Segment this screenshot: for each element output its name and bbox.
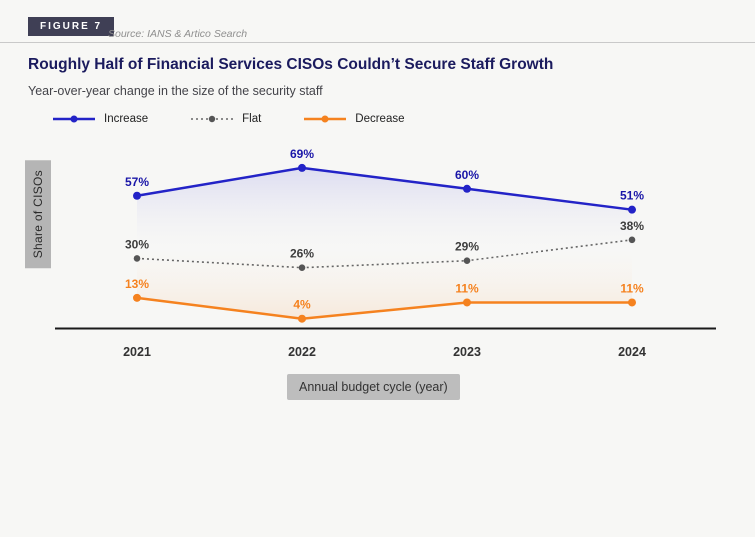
data-point-flat-2023 <box>463 257 471 265</box>
data-point-flat-2022 <box>298 264 306 271</box>
data-point-increase-2022 <box>298 163 306 172</box>
value-label-increase-2021: 57% <box>125 175 149 189</box>
legend-item-decrease: Decrease <box>303 113 405 125</box>
increase-line-icon <box>53 115 95 123</box>
area-fill <box>137 167 632 319</box>
data-point-increase-2023 <box>463 184 471 193</box>
legend-label-decrease: Decrease <box>355 113 405 125</box>
legend-item-flat: Flat <box>190 113 261 125</box>
tick-label-2023: 2023 <box>453 345 481 359</box>
value-label-increase-2022: 69% <box>290 147 314 161</box>
series-line-increase <box>136 166 633 211</box>
value-label-increase-2024: 51% <box>620 189 644 203</box>
data-point-flat-2021 <box>133 255 141 262</box>
page-title: Roughly Half of Financial Services CISOs… <box>28 56 554 73</box>
figure-badge: Figure 7 <box>28 17 115 36</box>
source-text: Source: IANS & Artico Search <box>108 28 248 40</box>
x-axis-label: Annual budget cycle (year) <box>287 374 460 400</box>
series-line-decrease <box>136 296 632 320</box>
value-label-decrease-2023: 11% <box>455 281 479 295</box>
decrease-line-icon <box>304 115 347 123</box>
tick-label-2024: 2024 <box>618 345 646 359</box>
page-subtitle: Year-over-year change in the size of the… <box>28 84 323 98</box>
header-divider <box>0 42 755 43</box>
tick-label-2022: 2022 <box>288 345 316 359</box>
chart-legend: Increase Flat Decrease <box>52 113 405 125</box>
line-chart: 57% 69% 60% 51% 30% 26% 29% 38% 13% 4% 11% 11% 2021 2… <box>55 147 716 359</box>
legend-label-flat: Flat <box>242 113 262 125</box>
value-label-flat-2022: 26% <box>290 247 314 261</box>
value-label-decrease-2024: 11% <box>620 281 644 295</box>
data-point-decrease-2023 <box>463 298 471 307</box>
data-point-flat-2024 <box>628 236 636 244</box>
data-point-increase-2021 <box>133 191 141 200</box>
data-point-decrease-2022 <box>298 314 306 323</box>
value-label-flat-2021: 30% <box>125 237 149 251</box>
data-point-decrease-2024 <box>628 298 636 307</box>
flat-dotted-line-icon <box>191 115 234 123</box>
legend-item-increase: Increase <box>52 113 148 125</box>
data-point-increase-2024 <box>628 205 636 214</box>
tick-label-2021: 2021 <box>123 345 151 359</box>
value-label-decrease-2021: 13% <box>125 277 149 291</box>
value-label-flat-2023: 29% <box>455 240 479 254</box>
value-label-increase-2023: 60% <box>455 168 479 182</box>
value-label-decrease-2022: 4% <box>293 298 311 312</box>
data-point-decrease-2021 <box>133 293 141 302</box>
legend-label-increase: Increase <box>104 113 149 125</box>
value-label-flat-2024: 38% <box>620 219 644 233</box>
